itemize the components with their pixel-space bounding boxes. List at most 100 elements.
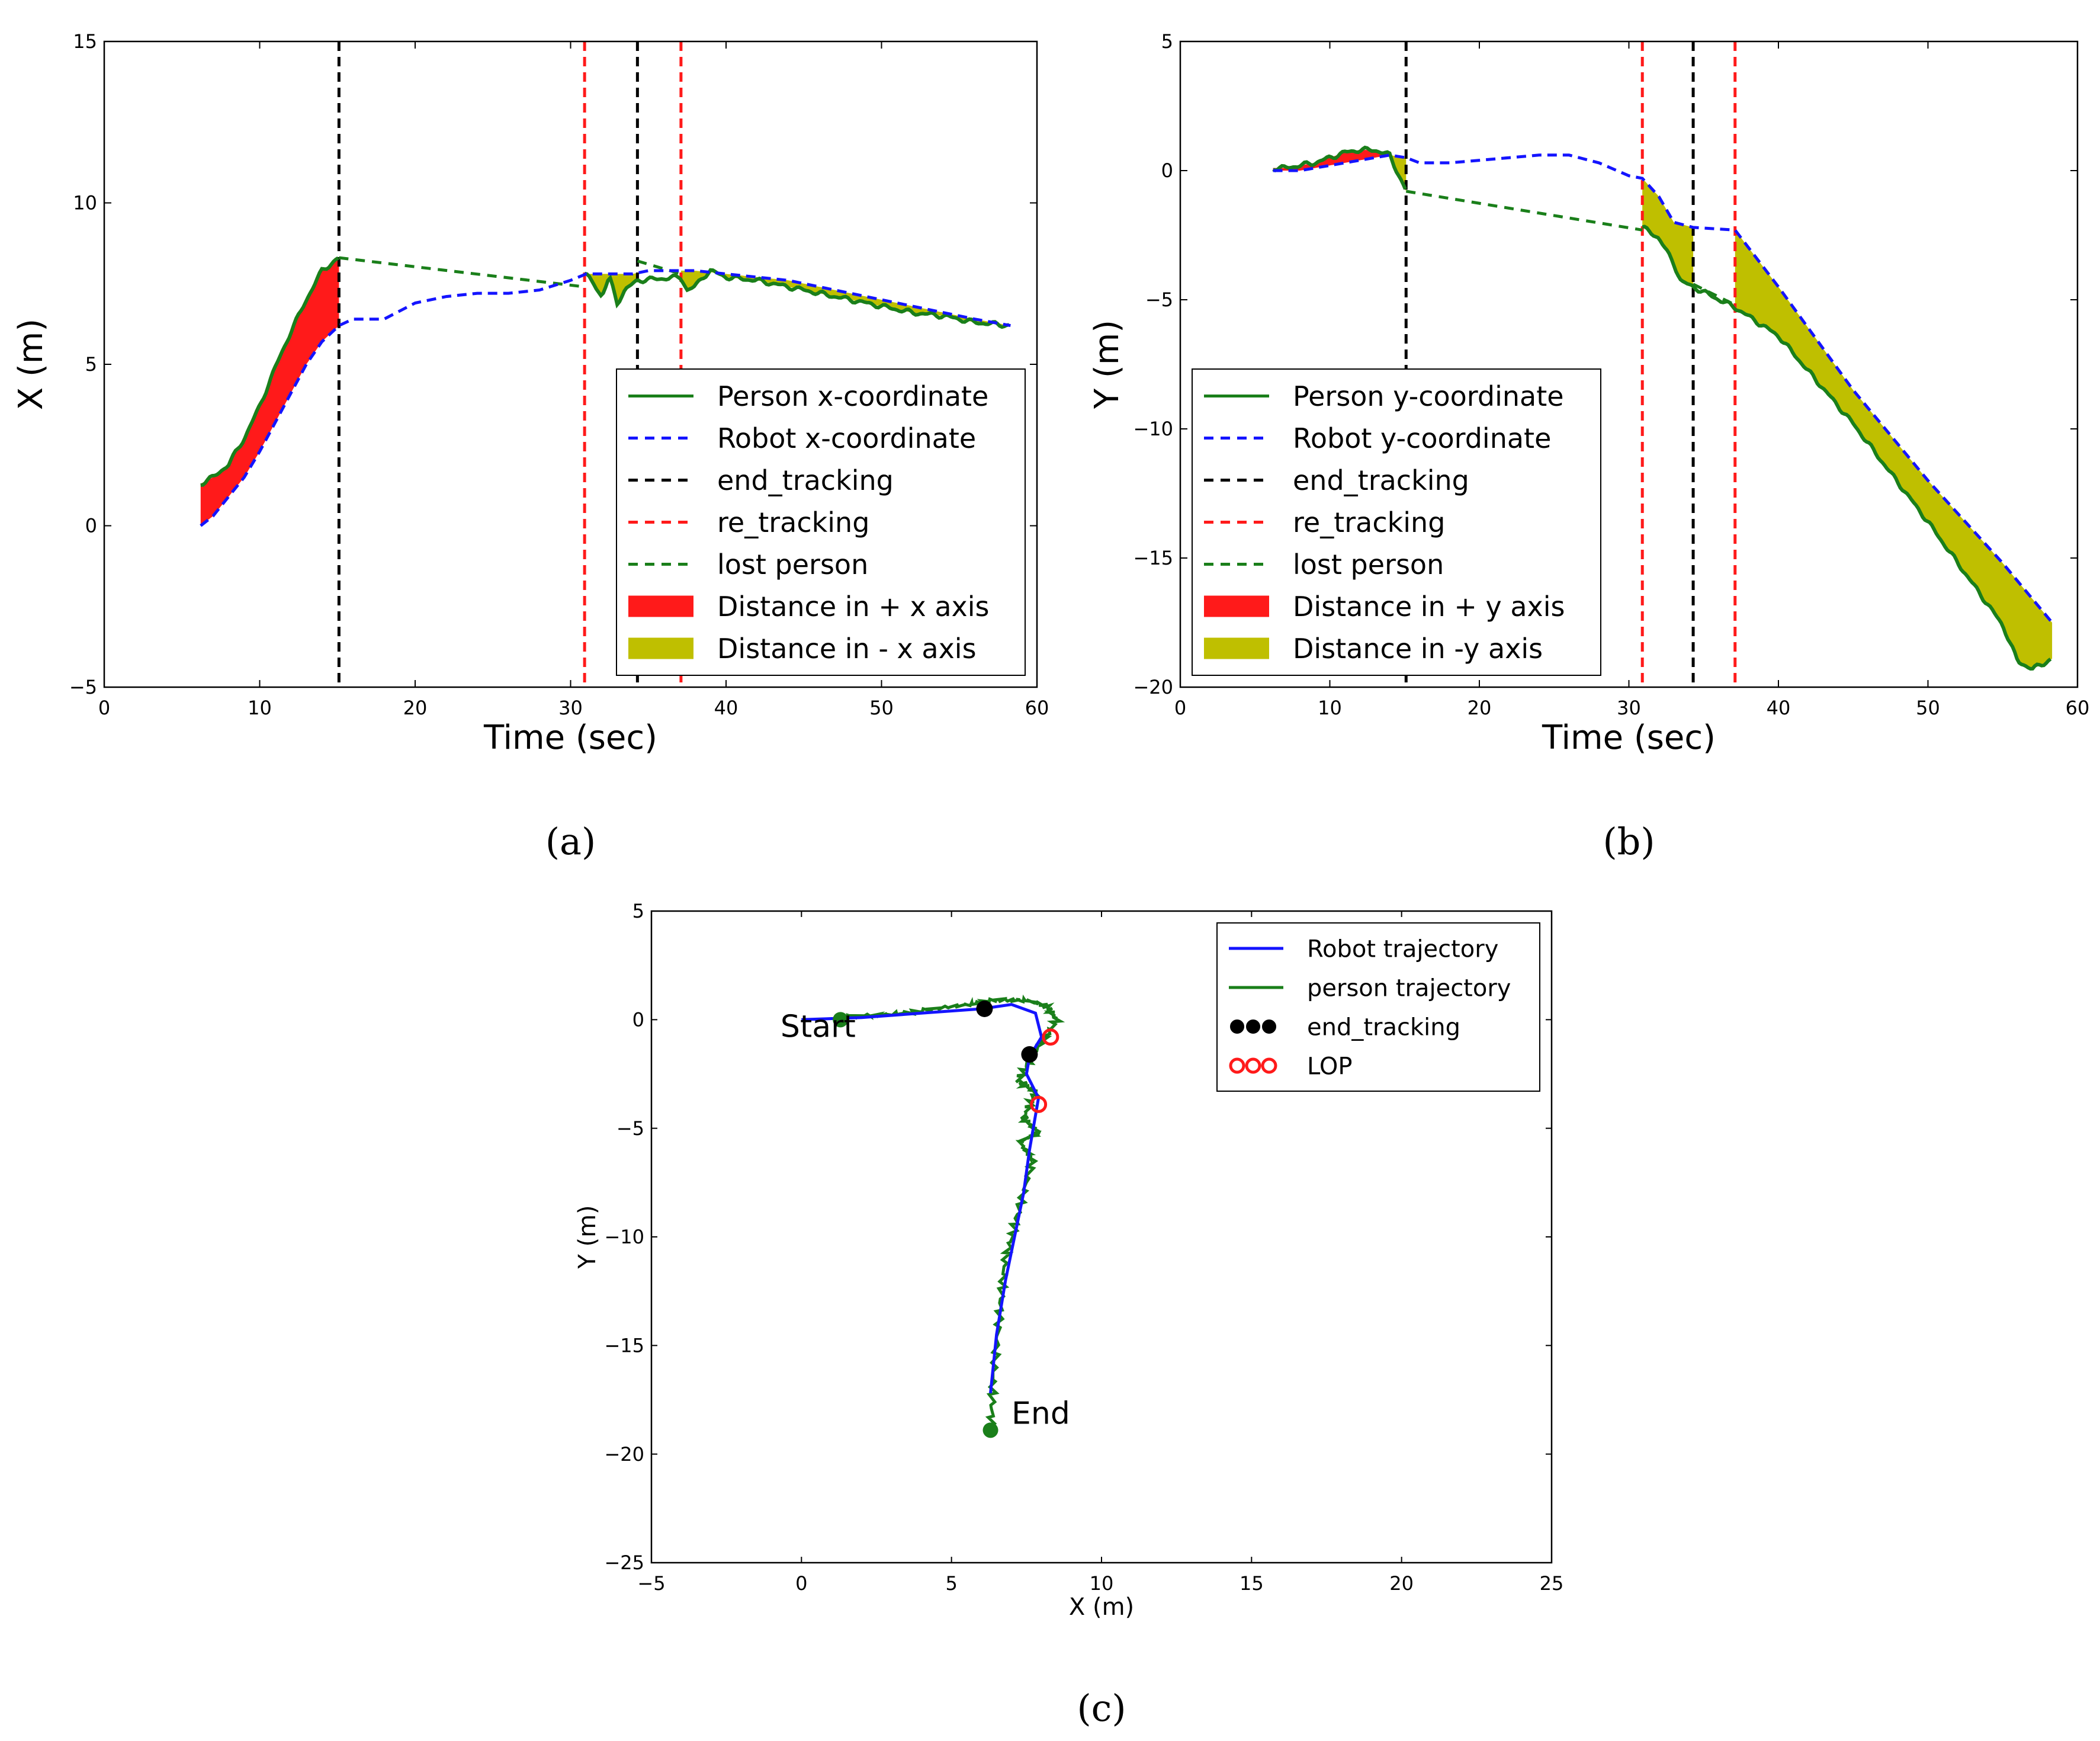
y-tick-label: 5 [632, 900, 644, 922]
legend-item-end-tracking: end_tracking [1204, 464, 1469, 496]
y-tick-label: 0 [85, 515, 97, 537]
y-tick-label: 0 [1161, 159, 1173, 182]
legend-label: end_tracking [1307, 1014, 1460, 1041]
y-tick-label: 0 [632, 1009, 644, 1031]
panel-label: (c) [1077, 1687, 1126, 1730]
x-tick-label: 20 [1468, 697, 1492, 719]
legend-label: LOP [1307, 1053, 1352, 1080]
y-axis-label: Y (m) [1088, 320, 1126, 409]
legend-key-patch [628, 595, 693, 617]
y-axis-label: X (m) [12, 319, 50, 410]
y-tick-label: 10 [73, 192, 97, 214]
legend-label: re_tracking [1293, 506, 1445, 538]
x-tick-label: 30 [558, 697, 583, 719]
y-tick-label: −15 [604, 1335, 644, 1357]
x-tick-label: 20 [1389, 1572, 1414, 1595]
legend-item-person-trajectory: person trajectory [1229, 974, 1511, 1002]
legend-label: Robot y-coordinate [1293, 422, 1551, 454]
y-tick-label: 5 [1161, 30, 1173, 53]
panel-label: (b) [1603, 820, 1655, 863]
panel-label: (a) [545, 820, 596, 863]
y-tick-label: −20 [1133, 676, 1173, 698]
x-tick-label: 10 [1318, 697, 1342, 719]
y-tick-label: 5 [85, 353, 97, 376]
x-tick-label: −5 [637, 1572, 665, 1595]
legend-item-end-tracking: end_tracking [628, 464, 894, 496]
legend-key-marker [1261, 1057, 1277, 1074]
legend-item-distance-in-y-axis: Distance in + y axis [1204, 591, 1565, 623]
legend-key-marker [1230, 1019, 1244, 1034]
distance-plus-x-fill [200, 258, 339, 526]
distance-minus-y-fill [1642, 178, 1694, 287]
person-coordinate-line [584, 268, 1010, 329]
start-marker [833, 1012, 849, 1028]
y-tick-label: −10 [604, 1226, 644, 1248]
legend-frame [1216, 922, 1540, 1092]
x-tick-label: 0 [98, 697, 110, 719]
lost-person-line [339, 256, 585, 288]
person-coordinate-line [1272, 145, 1407, 190]
legend-label: re_tracking [717, 506, 869, 538]
robot-coordinate-line [1273, 153, 2054, 624]
x-tick-label: 5 [945, 1572, 957, 1595]
panel-b: 0 10 20 30 40 50 60 −20 −15 −10 −5 0 5 Time (sec) Y (m… [1088, 30, 2089, 863]
legend-item-end-tracking: end_tracking [1230, 1014, 1460, 1041]
legend-item-person-x-coordinate: Person x-coordinate [628, 380, 988, 412]
annotation-end: End [1012, 1396, 1070, 1431]
robot-trajectory-line [801, 1003, 1043, 1394]
robot-coordinate-line [200, 269, 1011, 527]
legend-item-robot-trajectory: Robot trajectory [1229, 935, 1498, 963]
x-axis-label: Time (sec) [1542, 719, 1716, 757]
legend-item-robot-x-coordinate: Robot x-coordinate [628, 422, 976, 454]
legend-label: lost person [717, 549, 868, 581]
end-tracking-marker [1021, 1046, 1038, 1063]
x-tick-label: 40 [714, 697, 738, 719]
legend-label: end_tracking [1293, 464, 1469, 496]
legend-item-distance-in-x-axis: Distance in - x axis [628, 633, 977, 665]
legend-label: Person y-coordinate [1293, 380, 1564, 412]
plot-frame [103, 40, 1038, 688]
legend-item-person-y-coordinate: Person y-coordinate [1204, 380, 1564, 412]
legend-label: Distance in + x axis [717, 591, 989, 623]
x-tick-label: 50 [869, 697, 894, 719]
legend-label: Person x-coordinate [717, 380, 988, 412]
x-tick-label: 10 [1090, 1572, 1114, 1595]
x-tick-label: 40 [1767, 697, 1791, 719]
x-tick-label: 0 [1174, 697, 1186, 719]
legend-item-distance-in-y-axis: Distance in -y axis [1204, 633, 1543, 665]
annotation-start: Start [781, 1009, 856, 1045]
person-coordinate-line [200, 256, 339, 487]
x-tick-label: 50 [1916, 697, 1940, 719]
x-tick-label: 30 [1617, 697, 1641, 719]
distance-minus-y-fill [1735, 230, 2053, 669]
person-trajectory-line [836, 994, 1065, 1434]
legend-label: Distance in - x axis [717, 633, 977, 665]
x-tick-label: 60 [1025, 697, 1049, 719]
x-tick-label: 0 [795, 1572, 807, 1595]
legend-key-marker [1246, 1019, 1260, 1034]
person-coordinate-line [1642, 225, 2052, 671]
legend-item-re-tracking: re_tracking [1204, 506, 1445, 538]
legend-label: lost person [1293, 549, 1444, 581]
x-tick-label: 25 [1540, 1572, 1564, 1595]
legend-label: Robot trajectory [1307, 935, 1498, 963]
lop-marker [1042, 1028, 1059, 1046]
legend-label: Robot x-coordinate [717, 422, 976, 454]
distance-minus-y-fill [1386, 154, 1407, 191]
x-axis-label: Time (sec) [483, 719, 657, 757]
legend-item-re-tracking: re_tracking [628, 506, 869, 538]
lop-marker [1030, 1095, 1048, 1113]
plot-frame [650, 910, 1553, 1564]
legend-label: Distance in + y axis [1293, 591, 1565, 623]
legend-key-marker [1229, 1057, 1245, 1074]
end-marker [982, 1422, 998, 1438]
legend-label: end_tracking [717, 464, 894, 496]
y-tick-label: −5 [1145, 288, 1173, 311]
legend-item-distance-in-x-axis: Distance in + x axis [628, 591, 989, 623]
legend-item-robot-y-coordinate: Robot y-coordinate [1204, 422, 1551, 454]
legend: Robot trajectory person trajectory end_tra… [1216, 922, 1540, 1092]
y-tick-label: −25 [604, 1551, 644, 1574]
plot-frame [1179, 40, 2079, 688]
